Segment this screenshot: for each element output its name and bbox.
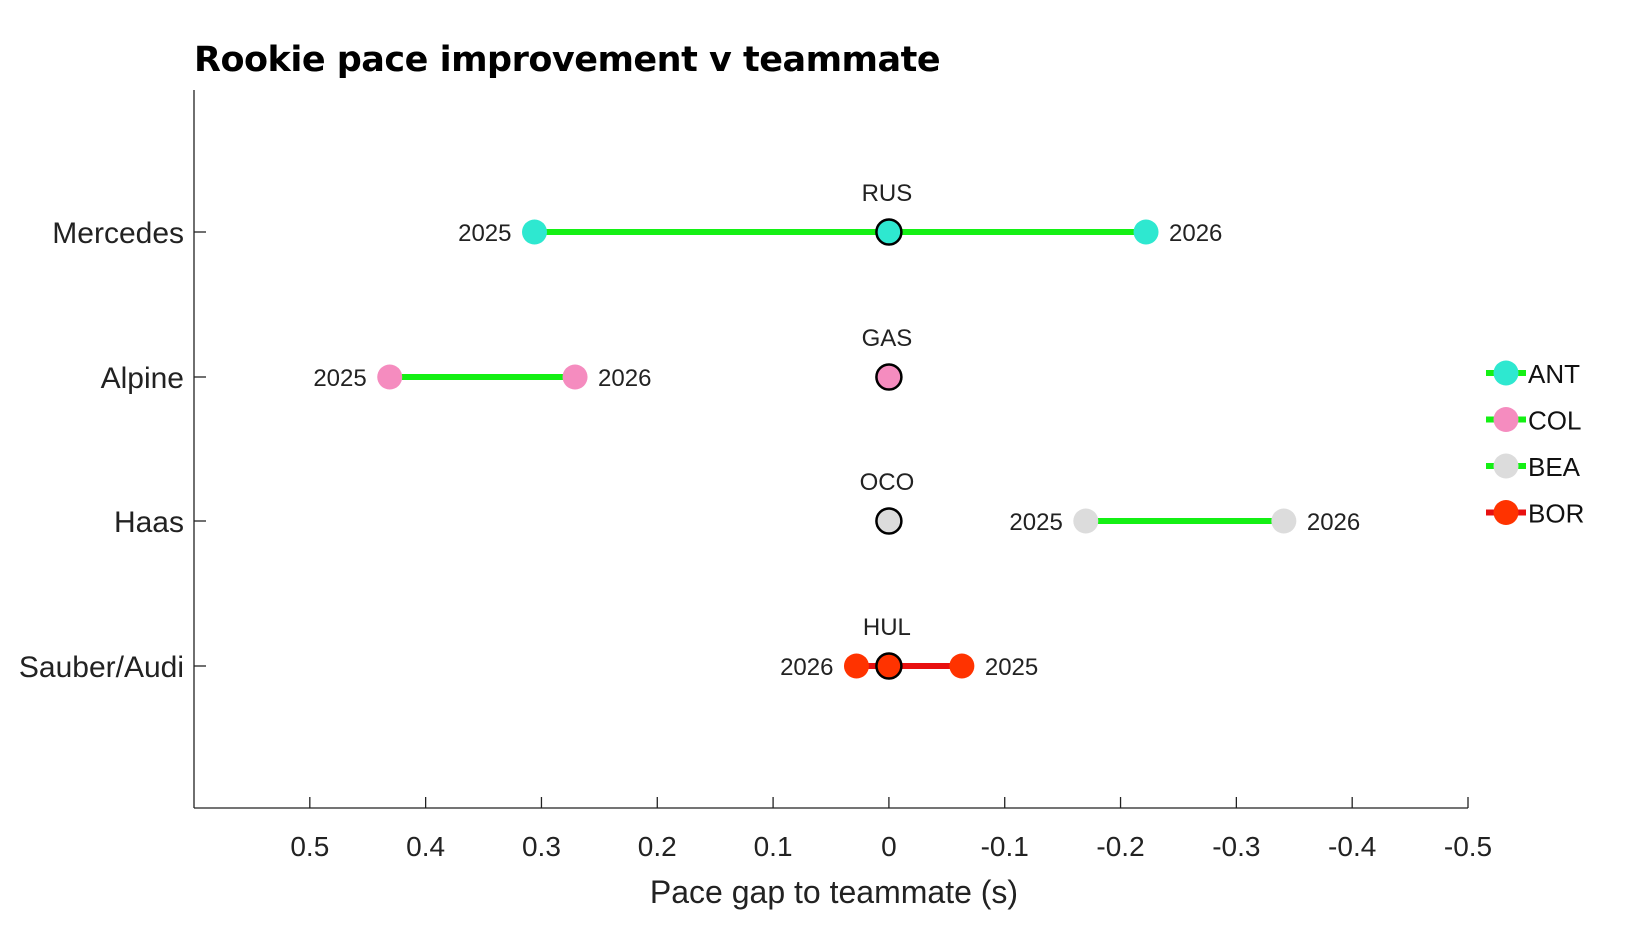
y-tick-label: Sauber/Audi: [19, 651, 184, 684]
x-tick-label: -0.2: [1096, 831, 1144, 862]
point-2025: [522, 219, 548, 245]
y-tick-label: Haas: [114, 506, 184, 539]
year-label: 2025: [313, 365, 366, 392]
series-col: GAS 2025 2026: [313, 325, 912, 392]
teammate-marker: [875, 218, 903, 246]
x-tick-label: 0.3: [522, 831, 561, 862]
legend-item-col: COL: [1486, 406, 1581, 436]
legend-marker: [1493, 360, 1519, 386]
legend-label: BOR: [1528, 499, 1584, 529]
legend-item-bea: BEA: [1486, 452, 1581, 482]
point-2026: [1271, 508, 1297, 534]
legend-marker: [1493, 407, 1519, 432]
legend-item-ant: ANT: [1486, 359, 1580, 389]
teammate-label: GAS: [862, 325, 913, 352]
legend-label: COL: [1528, 406, 1581, 436]
point-2026: [562, 364, 588, 390]
year-label: 2025: [1009, 509, 1062, 536]
point-2026: [1133, 219, 1159, 245]
year-label: 2026: [598, 365, 651, 392]
legend-label: BEA: [1528, 452, 1581, 482]
year-label: 2025: [985, 654, 1038, 681]
x-axis-label: Pace gap to teammate (s): [650, 874, 1018, 910]
teammate-marker: [875, 652, 903, 680]
year-label: 2026: [1307, 509, 1360, 536]
legend: ANT COL BEA BOR: [1486, 359, 1584, 529]
teammate-label: HUL: [863, 614, 911, 641]
chart-title: Rookie pace improvement v teammate: [194, 40, 940, 80]
point-2025: [1073, 508, 1099, 534]
legend-marker: [1493, 453, 1519, 479]
x-tick-label: -0.1: [981, 831, 1029, 862]
point-2025: [949, 653, 975, 679]
chart-marks: RUS 2025 2026 GAS 2025 2026 OCO 2025 2026 HUL 2026…: [313, 180, 1360, 681]
legend-item-bor: BOR: [1486, 499, 1584, 529]
series-bor: HUL 2026 2025: [780, 614, 1038, 681]
x-tick-label: -0.4: [1328, 831, 1376, 862]
teammate-label: OCO: [860, 469, 915, 496]
x-tick-label: 0.4: [406, 831, 445, 862]
x-tick-label: -0.3: [1212, 831, 1260, 862]
point-2025: [377, 364, 403, 390]
y-tick-label: Alpine: [101, 362, 184, 395]
x-tick-label: 0: [881, 831, 897, 862]
teammate-marker: [875, 363, 903, 391]
year-label: 2026: [1169, 220, 1222, 247]
axes: 0.5 0.4 0.3 0.2 0.1 0 -0.1 -0.2 -0.3 -0.4 -0.5 Merc…: [19, 90, 1492, 862]
year-label: 2026: [780, 654, 833, 681]
year-label: 2025: [458, 220, 511, 247]
teammate-marker: [875, 507, 903, 535]
point-2026: [843, 653, 869, 679]
x-tick-label: 0.2: [638, 831, 677, 862]
y-tick-label: Mercedes: [52, 217, 184, 250]
teammate-label: RUS: [862, 180, 913, 207]
legend-marker: [1493, 500, 1519, 525]
series-ant: RUS 2025 2026: [458, 180, 1222, 247]
series-bea: OCO 2025 2026: [860, 469, 1361, 536]
x-tick-label: 0.1: [754, 831, 793, 862]
legend-label: ANT: [1528, 359, 1580, 389]
x-tick-label: 0.5: [290, 831, 329, 862]
x-tick-label: -0.5: [1444, 831, 1492, 862]
